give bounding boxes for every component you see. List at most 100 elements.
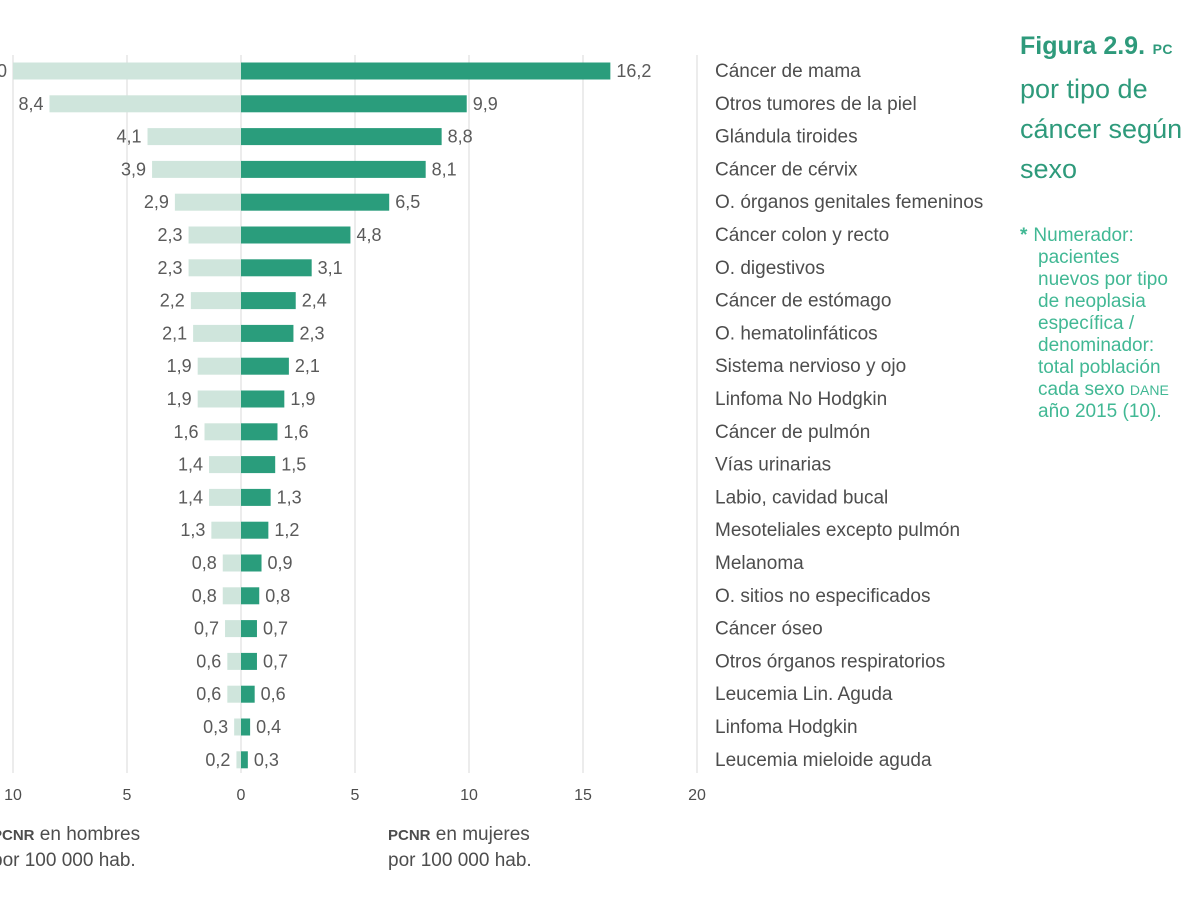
men-bar [197, 390, 241, 408]
women-tick-label: 20 [688, 787, 706, 804]
category-label: Otros tumores de la piel [715, 94, 917, 115]
men-bar [188, 259, 241, 277]
note-line-6: total población [1038, 357, 1161, 378]
category-label: Sistema nervioso y ojo [715, 356, 906, 377]
note-line-0: * Numerador: [1020, 225, 1198, 247]
men-bar [13, 62, 241, 80]
women-bar [241, 324, 294, 342]
men-bar [234, 718, 241, 736]
women-value-label: 8,1 [432, 159, 457, 179]
women-bar [241, 587, 260, 605]
men-value-labels: 0 8,4 4,1 3,9 2,9 2,3 2,3 2,2 2,1 1,9 1,9 1,6 1,4 1,4… [0, 61, 230, 770]
category-label: Linfoma Hodgkin [715, 717, 858, 738]
women-value-label: 2,4 [302, 291, 327, 311]
women-bar [241, 226, 351, 244]
category-label: Cáncer de cérvix [715, 159, 858, 180]
women-value-label: 9,9 [473, 94, 498, 114]
women-bar [241, 193, 390, 211]
women-value-label: 1,9 [290, 389, 315, 409]
men-axis-title-line2: por 100 000 hab. [0, 850, 136, 871]
men-value-label: 0,8 [192, 553, 217, 573]
category-label: Cáncer de pulmón [715, 422, 870, 443]
women-bar [241, 95, 467, 113]
men-value-label: 0,6 [196, 651, 221, 671]
women-bar [241, 292, 296, 310]
men-bar [197, 357, 241, 375]
category-label: Mesoteliales excepto pulmón [715, 520, 960, 541]
note-line-1: pacientes [1038, 247, 1120, 268]
men-value-label: 1,6 [173, 422, 198, 442]
men-value-label: 1,3 [180, 520, 205, 540]
women-bar [241, 259, 312, 277]
men-value-label: 8,4 [18, 94, 43, 114]
category-label: O. órganos genitales femeninos [715, 192, 983, 213]
women-value-label: 4,8 [356, 225, 381, 245]
men-axis-prefix: PCNR [0, 827, 35, 844]
women-value-label: 0,9 [268, 553, 293, 573]
men-bar [209, 456, 241, 474]
men-bar [222, 587, 241, 605]
men-value-label: 2,9 [144, 192, 169, 212]
category-labels: Cáncer de mama Otros tumores de la piel Gl… [715, 61, 983, 771]
men-axis-title: PCNR en hombres por 100 000 hab. [0, 824, 140, 871]
men-value-label: 2,2 [160, 291, 185, 311]
women-value-label: 3,1 [318, 258, 343, 278]
women-bar [241, 488, 271, 506]
category-label: Leucemia Lin. Aguda [715, 684, 893, 705]
note-line-8: año 2015 (10). [1038, 401, 1162, 422]
men-value-label: 0,3 [203, 717, 228, 737]
category-label: Cáncer colon y recto [715, 225, 889, 246]
note-star: * [1020, 225, 1028, 246]
women-bar [241, 652, 257, 670]
women-axis-line1-rest: en mujeres [431, 824, 530, 845]
men-bar [236, 751, 241, 769]
category-label: Leucemia mieloide aguda [715, 750, 932, 771]
women-bar [241, 160, 426, 178]
women-axis-title-line1: PCNR en mujeres [388, 824, 530, 845]
men-tick-label: 5 [123, 787, 132, 804]
men-bar [188, 226, 241, 244]
men-bar [227, 652, 241, 670]
category-label: O. hematolinfáticos [715, 323, 878, 344]
category-label: Vías urinarias [715, 455, 831, 476]
note-line-7: cada sexo DANE [1020, 379, 1198, 401]
women-bar [241, 128, 442, 146]
men-value-label: 2,3 [158, 225, 183, 245]
women-bar [241, 554, 262, 572]
men-bar [147, 128, 241, 146]
category-label: Otros órganos respiratorios [715, 651, 945, 672]
women-bar [241, 390, 285, 408]
figure-note: * Numerador: pacientes nuevos por tipo de… [1020, 225, 1198, 423]
figure-title: Figura 2.9. PC por tipo de cáncer según … [1020, 25, 1195, 189]
women-bar [241, 685, 255, 703]
figure-title-rest: por tipo de cáncer según sexo [1020, 74, 1183, 184]
men-bar [193, 324, 241, 342]
category-label: Melanoma [715, 553, 804, 574]
men-bar [174, 193, 241, 211]
men-tick-label: 10 [4, 787, 22, 804]
men-value-label: 2,3 [158, 258, 183, 278]
men-value-label: 0 [0, 61, 7, 81]
men-bar [211, 521, 241, 539]
women-bar [241, 357, 289, 375]
women-tick-label: 5 [351, 787, 360, 804]
men-value-label: 0,7 [194, 619, 219, 639]
category-label: Labio, cavidad bucal [715, 487, 888, 508]
note-dane: DANE [1129, 382, 1169, 398]
women-value-labels: 16,2 9,98,8 8,1 6,5 4,8 3,1 2,4 2,3 2,1 1,9 1,6 1,5… [254, 61, 652, 770]
women-bar [241, 521, 269, 539]
women-tick-label: 10 [460, 787, 478, 804]
women-value-label: 8,8 [448, 127, 473, 147]
category-label: O. digestivos [715, 258, 825, 279]
note-line-4: específica / [1038, 313, 1135, 334]
women-bar [241, 718, 251, 736]
women-value-label: 6,5 [395, 192, 420, 212]
men-value-label: 0,2 [205, 750, 230, 770]
men-bar [190, 292, 241, 310]
women-axis-title-line2: por 100 000 hab. [388, 850, 532, 871]
women-value-label: 0,3 [254, 750, 279, 770]
figure-title-code: PC [1152, 41, 1174, 57]
men-bar [152, 160, 241, 178]
